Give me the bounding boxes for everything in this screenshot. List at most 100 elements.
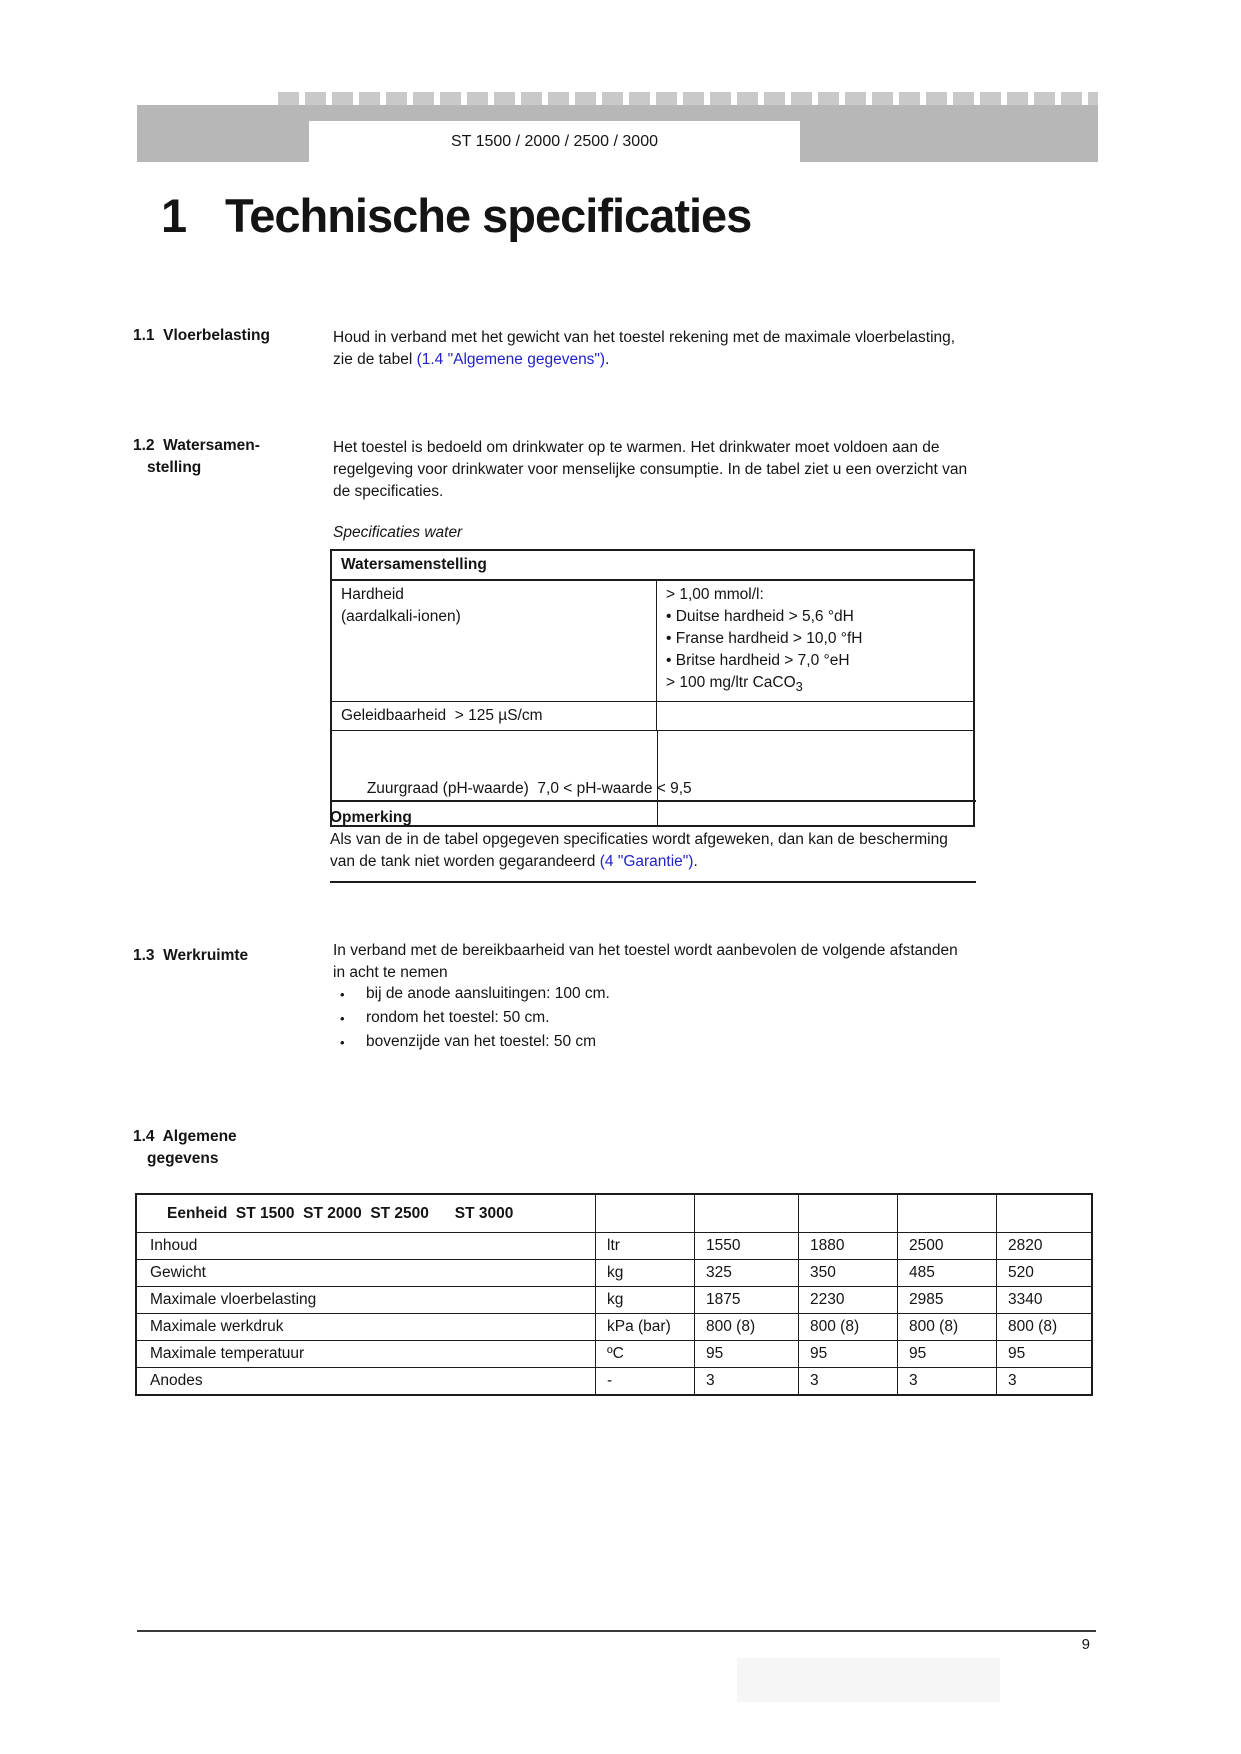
- table-header-row: Eenheid ST 1500 ST 2000 ST 2500 ST 3000: [137, 1195, 1091, 1232]
- hardheid-value-line: > 100 mg/ltr CaCO3: [666, 672, 964, 698]
- value-st1500: 325: [695, 1260, 799, 1286]
- hardheid-value-line: • Franse hardheid > 10,0 °fH: [666, 630, 863, 647]
- crossref-link-garantie[interactable]: (4 "Garantie"): [599, 853, 694, 870]
- table-row: Maximale werkdruk kPa (bar) 800 (8) 800 …: [137, 1313, 1091, 1340]
- value-st1500: 1875: [695, 1287, 799, 1313]
- paragraph-line: In verband met de bereikbaarheid van het…: [333, 942, 958, 959]
- value-st2500: 800 (8): [898, 1314, 997, 1340]
- footer-rule: [137, 1630, 1096, 1632]
- row-unit: ºC: [596, 1341, 695, 1367]
- value-st2500: 2500: [898, 1233, 997, 1259]
- list-item-text: bovenzijde van het toestel: 50 cm: [366, 1033, 597, 1050]
- header-cell-empty: [898, 1195, 997, 1232]
- table-row: Maximale temperatuur ºC 95 95 95 95: [137, 1340, 1091, 1367]
- value-st1500: 95: [695, 1341, 799, 1367]
- column-divider-line: [657, 731, 658, 826]
- cell-geleidbaarheid: Geleidbaarheid > 125 µS/cm: [332, 702, 657, 731]
- bullet-icon: •: [340, 1010, 345, 1026]
- table-row: Gewicht kg 325 350 485 520: [137, 1259, 1091, 1286]
- table-row-hardheid: Hardheid (aardalkali-ionen) > 1,00 mmol/…: [332, 581, 973, 703]
- workspace-bullet-list: • bij de anode aansluitingen: 100 cm. • ro…: [340, 982, 610, 1054]
- list-item: • bij de anode aansluitingen: 100 cm.: [340, 982, 610, 1006]
- row-unit: ltr: [596, 1233, 695, 1259]
- header-model-label: ST 1500 / 2000 / 2500 / 3000: [309, 121, 800, 163]
- row-label: Gewicht: [137, 1260, 596, 1286]
- section-heading-1-3: 1.3 Werkruimte: [133, 947, 249, 964]
- list-item-text: bij de anode aansluitingen: 100 cm.: [366, 985, 610, 1002]
- crossref-link-algemene-gegevens[interactable]: (1.4 "Algemene gegevens"): [416, 351, 606, 368]
- note-line: Als van de in de tabel opgegeven specifi…: [330, 831, 948, 848]
- value-st2000: 95: [799, 1341, 898, 1367]
- water-spec-table: Watersamenstelling Hardheid (aardalkali-…: [330, 549, 975, 828]
- list-item: • bovenzijde van het toestel: 50 cm: [340, 1030, 610, 1054]
- value-st1500: 1550: [695, 1233, 799, 1259]
- row-unit: kg: [596, 1260, 695, 1286]
- value-st2000: 800 (8): [799, 1314, 898, 1340]
- value-st2500: 2985: [898, 1287, 997, 1313]
- note-title: Opmerking: [330, 809, 412, 826]
- header-gray-block-left: [137, 105, 309, 162]
- value-st3000: 2820: [1008, 1237, 1043, 1254]
- water-table-header: Watersamenstelling: [332, 551, 973, 581]
- bullet-icon: •: [340, 986, 345, 1002]
- cell-zuurgraad: Zuurgraad (pH-waarde) 7,0 < pH-waarde < …: [366, 780, 692, 798]
- cell-geleidbaarheid-empty: [657, 702, 973, 730]
- section-heading-1-2-line1: 1.2 Watersamen-: [133, 437, 260, 454]
- value-st2000: 3: [799, 1368, 898, 1394]
- row-label: Maximale vloerbelasting: [137, 1287, 596, 1313]
- general-data-table: Eenheid ST 1500 ST 2000 ST 2500 ST 3000 …: [135, 1193, 1093, 1396]
- hardheid-value-line: • Duitse hardheid > 5,6 °dH: [666, 608, 854, 625]
- header-cell-units: Eenheid ST 1500 ST 2000 ST 2500 ST 3000: [137, 1195, 596, 1232]
- paragraph-line: de specificaties.: [333, 483, 444, 500]
- value-st2000: 1880: [799, 1233, 898, 1259]
- chapter-title: 1 Technische specificaties: [161, 188, 752, 243]
- paragraph-text: .: [605, 351, 610, 368]
- hardheid-value-line: • Britse hardheid > 7,0 °eH: [666, 652, 850, 669]
- hardheid-sublabel: (aardalkali-ionen): [341, 608, 461, 625]
- chapter-title-text: Technische specificaties: [225, 189, 752, 242]
- row-label: Anodes: [137, 1368, 596, 1394]
- list-item-text: rondom het toestel: 50 cm.: [366, 1009, 550, 1026]
- header-gray-block-right: [800, 105, 1098, 162]
- header-cell-empty: [997, 1195, 1091, 1232]
- row-unit: kPa (bar): [596, 1314, 695, 1340]
- hardheid-value-line: > 1,00 mmol/l:: [666, 586, 764, 603]
- value-st1500: 3: [695, 1368, 799, 1394]
- cell-hardheid-label: Hardheid (aardalkali-ionen): [332, 581, 657, 702]
- paragraph-line: regelgeving voor drinkwater voor menseli…: [333, 461, 968, 478]
- caco3-text: > 100 mg/ltr CaCO: [666, 674, 796, 691]
- table-row-geleidbaarheid: Geleidbaarheid > 125 µS/cm: [332, 702, 973, 732]
- value-st3000: 800 (8): [1008, 1318, 1058, 1335]
- section-heading-1-4-line1: 1.4 Algemene: [133, 1128, 237, 1145]
- table-row: Anodes - 3 3 3 3: [137, 1367, 1091, 1394]
- section-1-1-body: Houd in verband met het gewicht van het …: [333, 327, 985, 371]
- list-item: • rondom het toestel: 50 cm.: [340, 1006, 610, 1030]
- note-text: .: [693, 853, 698, 870]
- header-cell-empty: [596, 1195, 695, 1232]
- water-table-caption: Specificaties water: [333, 524, 463, 541]
- section-1-3-body: In verband met de bereikbaarheid van het…: [333, 940, 985, 984]
- value-st3000: 3340: [1008, 1291, 1043, 1308]
- caco3-subscript: 3: [795, 679, 803, 695]
- value-st3000: 95: [1008, 1345, 1026, 1362]
- value-st2000: 350: [799, 1260, 898, 1286]
- section-heading-1-4-line2: gegevens: [147, 1150, 219, 1167]
- header-cell-empty: [695, 1195, 799, 1232]
- paragraph-line: zie de tabel (1.4 "Algemene gegevens").: [333, 349, 985, 371]
- paragraph-line: Houd in verband met het gewicht van het …: [333, 329, 956, 346]
- note-text: van de tank niet worden gegarandeerd: [330, 853, 600, 870]
- paragraph-text: zie de tabel: [333, 351, 417, 368]
- value-st2500: 485: [898, 1260, 997, 1286]
- header-cell-empty: [799, 1195, 898, 1232]
- value-st1500: 800 (8): [695, 1314, 799, 1340]
- hardheid-label: Hardheid: [341, 586, 404, 603]
- cell-hardheid-values: > 1,00 mmol/l: • Duitse hardheid > 5,6 °…: [657, 581, 973, 701]
- value-st3000: 3: [1008, 1372, 1017, 1389]
- page-number: 9: [1081, 1636, 1090, 1653]
- value-st2500: 3: [898, 1368, 997, 1394]
- table-row-zuurgraad: Zuurgraad (pH-waarde) 7,0 < pH-waarde < …: [332, 731, 973, 826]
- paragraph-line: in acht te nemen: [333, 964, 448, 981]
- bullet-icon: •: [340, 1034, 345, 1050]
- value-st2500: 95: [898, 1341, 997, 1367]
